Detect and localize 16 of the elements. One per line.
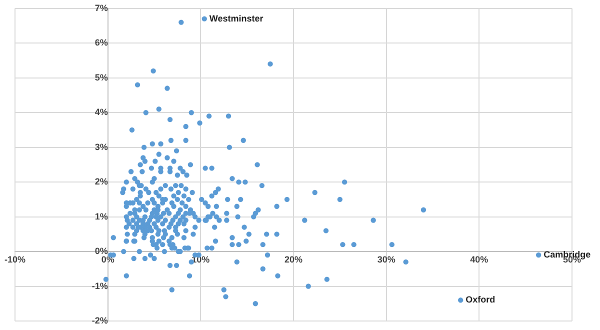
y-tick-label: -2%: [92, 315, 108, 326]
y-tick-label: 4%: [94, 107, 108, 118]
annotation: Westminster: [209, 13, 264, 24]
y-tick-label: 1%: [94, 211, 108, 222]
y-tick-label: 6%: [94, 38, 108, 48]
y-tick-label: 2%: [94, 176, 108, 187]
y-tick-label: -1%: [92, 280, 108, 291]
x-tick-label: 20%: [284, 254, 303, 264]
x-tick-label: -10%: [4, 254, 26, 264]
y-tick-label: 7%: [94, 2, 108, 13]
x-tick-label: 30%: [377, 254, 396, 264]
y-tick-label: 5%: [94, 72, 108, 82]
y-tick-label: 3%: [94, 142, 108, 152]
y-tick-label: 0%: [94, 246, 108, 256]
annotation: Oxford: [466, 294, 496, 305]
x-tick-label: 40%: [470, 254, 488, 264]
